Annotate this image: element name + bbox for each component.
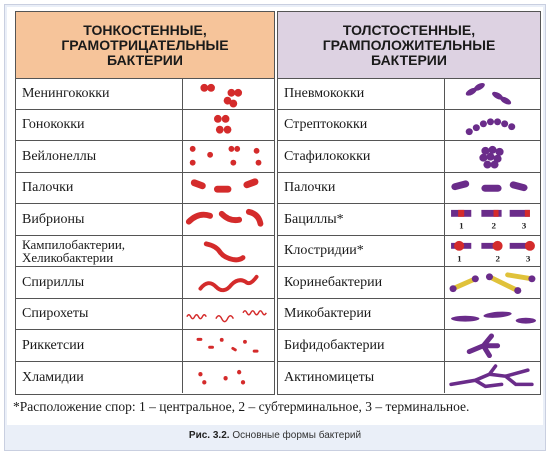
bacteria-shape-icon: [466, 333, 501, 359]
gram-positive-name: Бифидобактерии: [284, 337, 385, 353]
figure-frame: ТОНКОСТЕННЫЕ, ГРАМОТРИЦАТЕЛЬНЫЕ БАКТЕРИИ…: [4, 4, 546, 451]
gram-positive-illustration: [444, 361, 540, 393]
gram-positive-name: Клостридии*: [284, 243, 364, 259]
spore-label-subterminal: 2: [496, 253, 501, 263]
gram-negative-row: Спирохеты: [16, 298, 274, 330]
gram-negative-illustration: [182, 330, 274, 361]
gram-negative-row: Вейлонеллы: [16, 141, 274, 173]
gram-negative-illustration: [182, 361, 274, 393]
bacteria-shape-icon: [203, 240, 246, 262]
figure-caption-label: Рис. 3.2.: [188, 430, 230, 441]
gram-positive-illustration: [444, 172, 540, 203]
bacteria-shape-icon: [479, 145, 504, 169]
gram-negative-illustration: [182, 298, 274, 329]
spore-label-central: 1: [457, 253, 462, 263]
gram-negative-row: Хламидии: [16, 361, 274, 393]
bacteria-shape-icon: [451, 311, 536, 324]
gram-positive-row: Коринебактерии: [278, 267, 540, 299]
spore-label-terminal: 3: [526, 253, 531, 263]
spore-footnote: *Расположение спор: 1 – центральное, 2 –…: [13, 399, 470, 414]
gram-positive-name: Коринебактерии: [284, 274, 383, 290]
spore-label-terminal: 3: [522, 221, 527, 231]
spore-label-central: 1: [459, 221, 464, 231]
gram-negative-header: ТОНКОСТЕННЫЕ, ГРАМОТРИЦАТЕЛЬНЫЕ БАКТЕРИИ: [16, 12, 274, 79]
gram-negative-row: Менингококки: [16, 78, 274, 110]
gram-positive-name: Палочки: [284, 180, 336, 196]
gram-negative-illustration: [182, 78, 274, 109]
figure-sheet: ТОНКОСТЕННЫЕ, ГРАМОТРИЦАТЕЛЬНЫЕ БАКТЕРИИ…: [7, 7, 543, 425]
gram-positive-row: Актиномицеты: [278, 361, 540, 393]
gram-positive-name: Микобактерии: [284, 306, 372, 322]
gram-positive-illustration: [444, 78, 540, 109]
gram-negative-name: Менингококки: [22, 85, 110, 101]
gram-positive-row: Бациллы* 1 2 3: [278, 204, 540, 236]
figure-caption-text: Основные формы бактерий: [229, 430, 362, 441]
figure-caption: Рис. 3.2. Основные формы бактерий: [5, 430, 545, 441]
gram-positive-row: Стрептококки: [278, 109, 540, 141]
gram-negative-illustration: [182, 109, 274, 140]
gram-positive-table: ТОЛСТОСТЕННЫЕ, ГРАМПОЛОЖИТЕЛЬНЫЕ БАКТЕРИ…: [277, 11, 541, 395]
bacteria-shape-icon: [449, 272, 536, 295]
gram-positive-row: Пневмококки: [278, 78, 540, 110]
gram-positive-illustration: 1 2 3: [444, 204, 540, 235]
gram-positive-illustration: [444, 298, 540, 329]
gram-negative-name: Вибрионы: [22, 211, 85, 227]
bacteria-shape-icon: [186, 309, 267, 322]
gram-negative-row: Вибрионы: [16, 204, 274, 236]
bacteria-shape-icon: [198, 369, 246, 385]
bacteria-shape-icon: [213, 114, 232, 134]
gram-negative-name: Кампилобактерии, Хеликобактерии: [22, 236, 126, 265]
gram-positive-header: ТОЛСТОСТЕННЫЕ, ГРАМПОЛОЖИТЕЛЬНЫЕ БАКТЕРИ…: [278, 12, 540, 79]
bacteria-shape-icon: [198, 274, 259, 293]
gram-negative-illustration: [182, 267, 274, 298]
bacteria-shape-icon: [190, 177, 259, 193]
bacteria-shape-icon: [189, 145, 262, 166]
gram-positive-row: Микобактерии: [278, 298, 540, 330]
gram-negative-name: Спирохеты: [22, 306, 89, 322]
gram-negative-illustration: [182, 204, 274, 235]
gram-positive-name: Пневмококки: [284, 85, 365, 101]
gram-negative-name: Хламидии: [22, 369, 84, 385]
gram-positive-illustration: [444, 267, 540, 298]
gram-positive-name: Бациллы*: [284, 211, 344, 227]
gram-positive-illustration: [444, 330, 540, 361]
gram-positive-illustration: [444, 109, 540, 140]
gram-positive-row: Клостридии* 1 2 3: [278, 235, 540, 267]
gram-positive-name: Стафилококки: [284, 148, 371, 164]
gram-negative-name: Риккетсии: [22, 337, 85, 353]
gram-negative-name: Вейлонеллы: [22, 148, 97, 164]
gram-negative-row: Палочки: [16, 172, 274, 204]
bacteria-shape-icon: [196, 337, 259, 353]
gram-negative-row: Гонококки: [16, 109, 274, 141]
bacteria-shape-icon: [451, 179, 528, 192]
gram-positive-name: Стрептококки: [284, 117, 368, 133]
gram-negative-illustration: [182, 172, 274, 203]
spore-label-subterminal: 2: [491, 221, 496, 231]
gram-negative-illustration: [182, 141, 274, 172]
gram-positive-illustration: 1 2 3: [444, 235, 540, 266]
gram-positive-row: Стафилококки: [278, 141, 540, 173]
gram-negative-row: Спириллы: [16, 267, 274, 299]
gram-negative-name: Гонококки: [22, 117, 85, 133]
gram-negative-name: Спириллы: [22, 274, 85, 290]
bacteria-shape-icon: [449, 363, 534, 388]
bacteria-shape-icon: [200, 83, 243, 108]
gram-negative-row: Кампилобактерии, Хеликобактерии: [16, 235, 274, 267]
gram-positive-illustration: [444, 141, 540, 172]
bacteria-shape-icon: [465, 117, 516, 135]
gram-positive-name: Актиномицеты: [284, 369, 375, 385]
gram-positive-row: Бифидобактерии: [278, 330, 540, 362]
gram-negative-name: Палочки: [22, 180, 74, 196]
bacteria-shape-icon: 1 2 3: [451, 240, 535, 263]
gram-negative-illustration: [182, 235, 274, 266]
bacteria-shape-icon: [185, 208, 264, 227]
gram-positive-row: Палочки: [278, 172, 540, 204]
gram-negative-row: Риккетсии: [16, 330, 274, 362]
bacteria-shape-icon: [465, 82, 512, 105]
bacteria-shape-icon: 1 2 3: [451, 209, 530, 231]
gram-negative-table: ТОНКОСТЕННЫЕ, ГРАМОТРИЦАТЕЛЬНЫЕ БАКТЕРИИ…: [15, 11, 275, 395]
